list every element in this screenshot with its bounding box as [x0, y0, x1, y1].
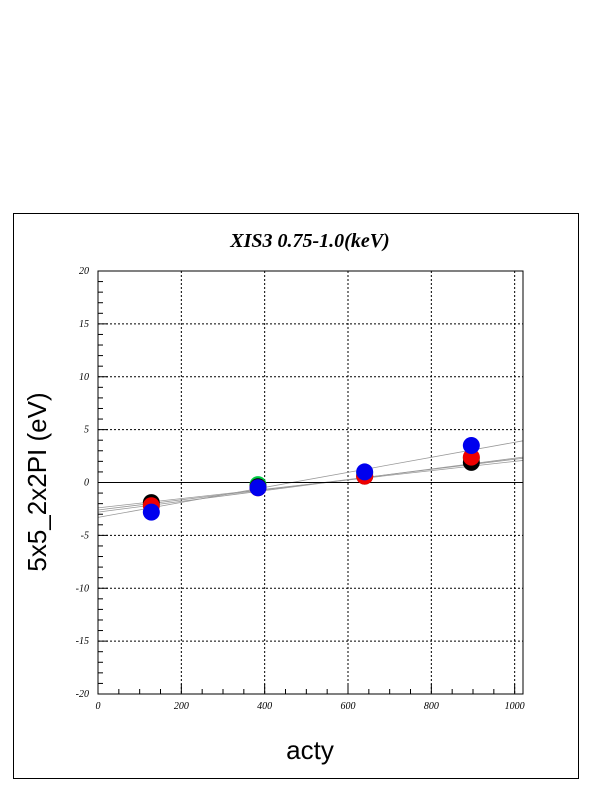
- chart-frame: XIS3 0.75-1.0(keV) 0 200 400 600 800 1000 -20-…: [13, 213, 579, 779]
- x-tick-label: 400: [257, 701, 272, 712]
- data-point: [462, 448, 480, 466]
- x-tick-label: 1000: [505, 701, 525, 712]
- y-tick-label: -5: [81, 530, 89, 541]
- data-points: [142, 436, 480, 521]
- data-point: [249, 479, 267, 497]
- y-tick-label: 20: [79, 266, 89, 277]
- grid: [98, 271, 523, 694]
- fit-line: [97, 456, 524, 513]
- axis-ticks: 0 200 400 600 800 1000 -20 -15 -10 -5 0 5 10 15 20: [76, 266, 525, 712]
- scatter-chart: XIS3 0.75-1.0(keV) 0 200 400 600 800 1000-20-…: [22, 230, 525, 765]
- y-axis-label: 5x5_2x2PI (eV): [22, 392, 52, 571]
- x-tick-label: 800: [424, 701, 439, 712]
- x-axis-label: acty: [286, 735, 334, 765]
- data-point: [462, 436, 480, 454]
- data-point: [142, 503, 160, 521]
- chart-title: XIS3 0.75-1.0(keV): [229, 230, 389, 252]
- y-tick-label: 15: [79, 319, 89, 330]
- data-point: [356, 463, 374, 481]
- x-tick-label: 0: [96, 701, 101, 712]
- x-tick-label: 600: [341, 701, 356, 712]
- fit-line: [97, 440, 524, 518]
- y-tick-label: -10: [76, 583, 89, 594]
- fit-line: [97, 457, 524, 511]
- y-tick-label: -15: [76, 636, 89, 647]
- x-tick-label: 200: [174, 701, 189, 712]
- y-tick-label: 10: [79, 372, 89, 383]
- y-tick-label: -20: [76, 689, 89, 700]
- y-tick-label: 5: [84, 425, 89, 436]
- fit-lines: [97, 440, 524, 518]
- y-tick-label: 0: [84, 478, 89, 489]
